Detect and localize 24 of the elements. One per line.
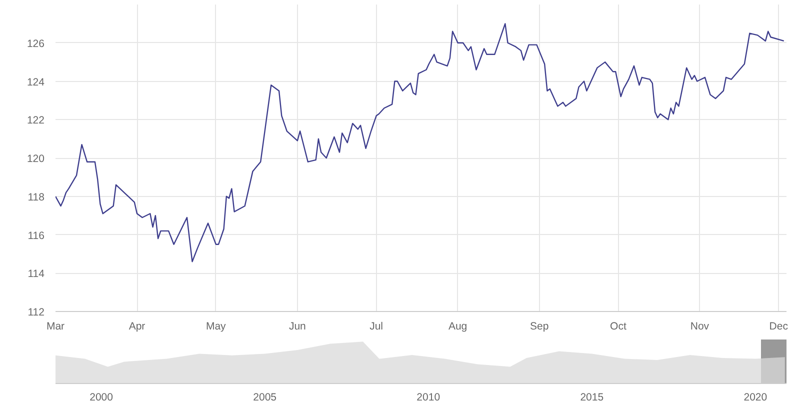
line-series [56,23,784,262]
x-tick-label: Jul [370,320,384,332]
x-tick-label: Apr [128,320,146,332]
x-tick-label: 2000 [90,392,114,403]
x-tick-label: Sep [530,320,549,332]
x-tick-label: Oct [610,320,626,332]
x-tick-label: 2005 [253,392,277,403]
x-tick-label: 2020 [744,392,768,403]
x-tick-label: Nov [690,320,710,332]
x-tick-label: 2015 [580,392,604,403]
x-tick-label: May [206,320,227,332]
y-tick-label: 124 [26,76,45,88]
y-tick-label: 116 [28,230,45,242]
x-tick-label: Dec [769,320,788,332]
y-tick-label: 114 [28,268,45,280]
y-tick-label: 118 [28,191,45,204]
y-tick-label: 126 [26,38,45,50]
y-tick-label: 112 [28,306,45,318]
y-tick-label: 120 [26,153,45,165]
x-tick-label: Mar [46,320,66,332]
x-tick-label: Jun [288,320,306,332]
y-tick-label: 122 [26,114,45,127]
x-tick-label: Aug [448,320,468,332]
x-tick-label: 2010 [416,392,440,403]
